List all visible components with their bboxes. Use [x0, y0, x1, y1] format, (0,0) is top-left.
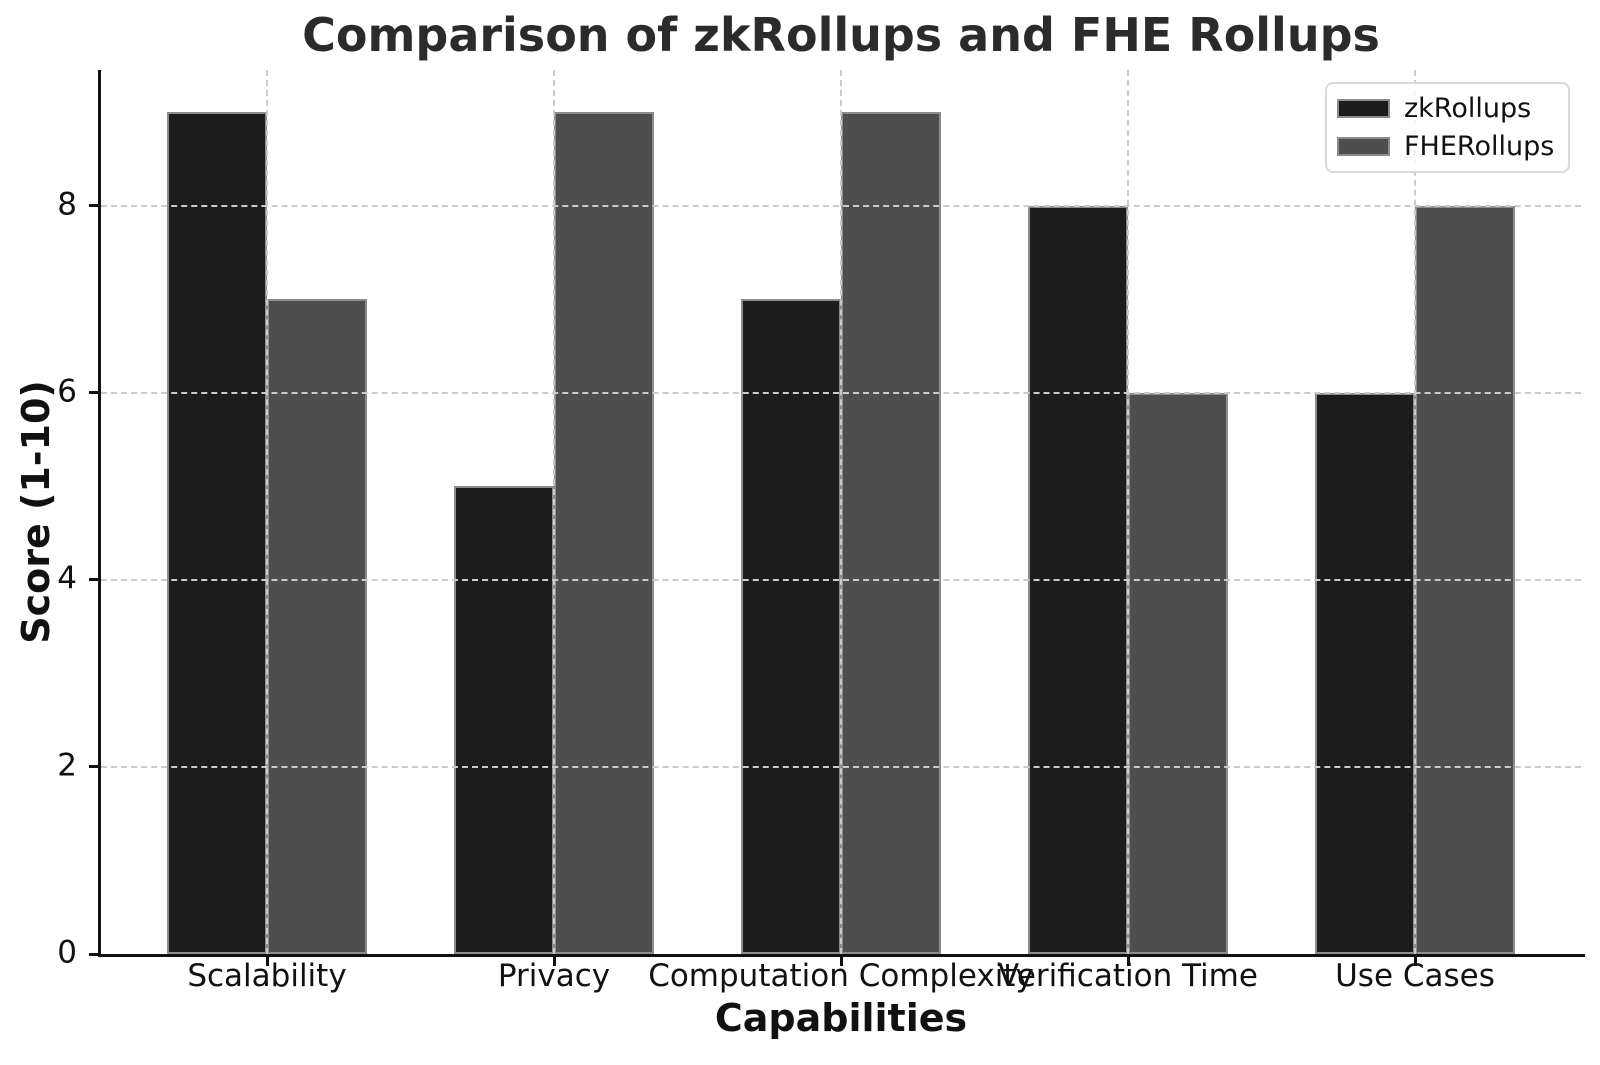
legend: zkRollups FHERollups: [1325, 82, 1570, 173]
x-axis-label: Capabilities: [714, 996, 968, 1040]
bar-FHERollups-verification-time: [1128, 392, 1228, 954]
x-tick-mark: [552, 957, 556, 966]
y-axis-spine: [98, 70, 101, 957]
y-tick-mark: [89, 952, 98, 956]
y-tick-label: 2: [57, 747, 77, 784]
vertical-gridline: [266, 70, 268, 954]
plot-area: [101, 70, 1581, 954]
horizontal-gridline: [101, 578, 1581, 581]
x-axis-spine: [98, 954, 1585, 957]
y-tick-mark: [89, 578, 98, 582]
legend-swatch-zkrollups: [1337, 99, 1390, 119]
legend-label-fherollups: FHERollups: [1404, 130, 1555, 162]
vertical-gridline: [1127, 70, 1129, 954]
bar-zkRollups-privacy: [454, 486, 554, 954]
bar-zkRollups-computation-complexity: [741, 299, 841, 954]
y-tick-label: 0: [57, 934, 77, 971]
y-tick-mark: [89, 765, 98, 769]
vertical-gridline: [1414, 70, 1416, 954]
bar-FHERollups-privacy: [554, 112, 654, 954]
y-tick-label: 4: [57, 560, 77, 597]
vertical-gridline: [840, 70, 842, 954]
legend-label-zkrollups: zkRollups: [1404, 93, 1532, 125]
y-tick-label: 8: [57, 185, 77, 222]
legend-item-zkrollups: zkRollups: [1337, 95, 1558, 122]
y-tick-mark: [89, 204, 98, 208]
horizontal-gridline: [101, 391, 1581, 394]
horizontal-gridline: [101, 765, 1581, 768]
horizontal-gridline: [101, 204, 1581, 207]
x-tick-mark: [1413, 957, 1417, 966]
y-tick-label: 6: [57, 372, 77, 409]
bar-FHERollups-scalability: [267, 299, 367, 954]
chart-title: Comparison of zkRollups and FHE Rollups: [302, 8, 1380, 62]
y-axis-label: Score (1-10): [14, 380, 58, 644]
x-tick-mark: [1126, 957, 1130, 966]
legend-swatch-fherollups: [1337, 136, 1390, 156]
y-tick-mark: [89, 391, 98, 395]
vertical-gridline: [553, 70, 555, 954]
legend-item-fherollups: FHERollups: [1337, 133, 1558, 160]
bar-FHERollups-computation-complexity: [841, 112, 941, 954]
x-tick-mark: [265, 957, 269, 966]
bar-zkRollups-use-cases: [1315, 392, 1415, 954]
x-tick-mark: [839, 957, 843, 966]
bar-zkRollups-scalability: [167, 112, 267, 954]
